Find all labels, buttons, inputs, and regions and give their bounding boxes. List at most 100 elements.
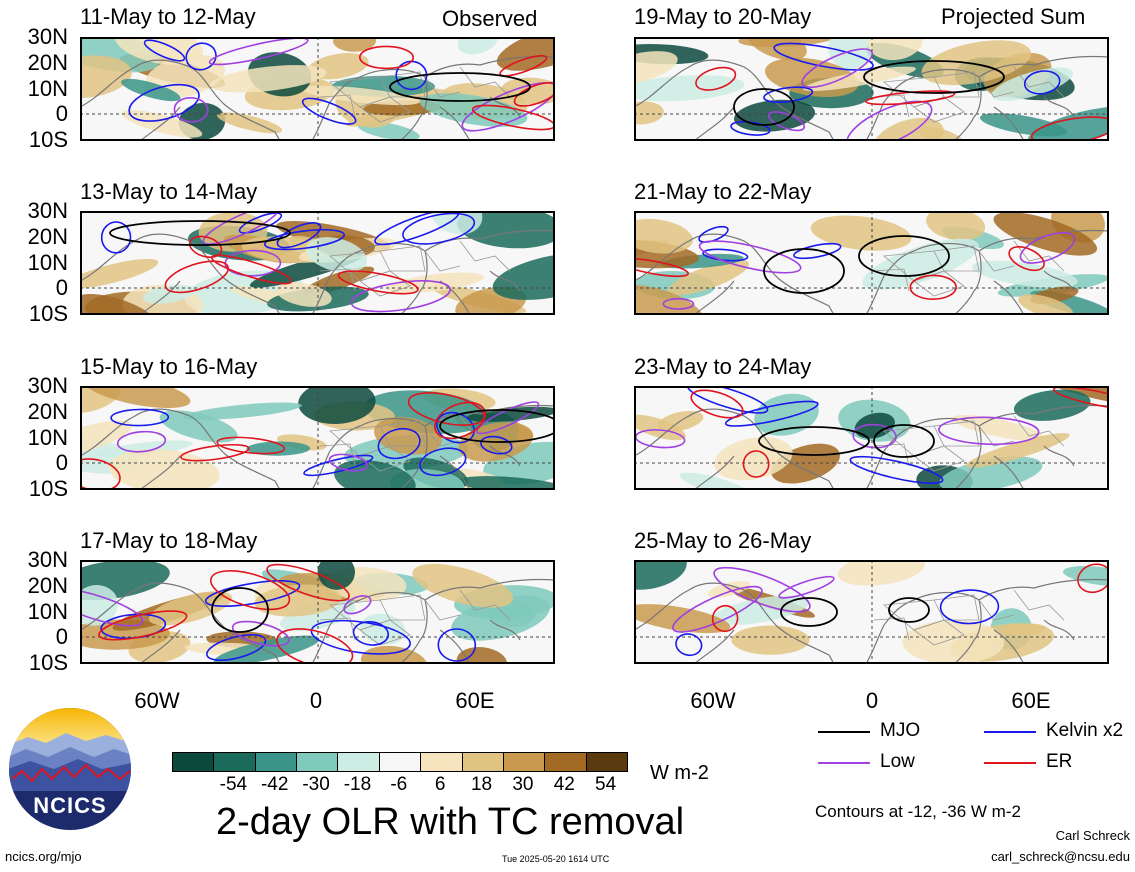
olr-anomaly-shading: [679, 472, 752, 490]
colorbar-swatch: [585, 752, 628, 772]
olr-anomaly-shading: [317, 560, 355, 590]
olr-anomaly-shading: [634, 51, 678, 86]
colorbar-swatch: [544, 752, 587, 772]
lat-label: 10N: [27, 599, 68, 624]
er-contour: [711, 604, 739, 633]
legend-line-low: [818, 762, 870, 764]
er-contour: [266, 563, 350, 602]
olr-anomaly-shading: [492, 253, 555, 300]
coastline: [439, 629, 471, 664]
olr-map-svg: [80, 211, 555, 315]
kelvin-contour: [263, 228, 346, 251]
lat-label: 0: [55, 275, 68, 300]
olr-anomaly-shading: [412, 563, 513, 608]
olr-map-svg: [80, 386, 555, 490]
kelvin-contour: [206, 634, 267, 661]
er-contour: [210, 254, 293, 285]
country-border: [424, 76, 461, 98]
low-contour: [343, 595, 372, 615]
lat-label: 20N: [27, 224, 68, 249]
coastline: [489, 619, 521, 641]
low-contour: [672, 585, 763, 633]
lat-label: 10N: [27, 425, 68, 450]
low-contour: [476, 401, 540, 435]
country-border: [459, 240, 511, 272]
country-border: [978, 425, 1015, 447]
country-border: [459, 589, 511, 621]
observed-label: Observed: [442, 6, 538, 31]
country-border: [873, 443, 910, 467]
olr-anomaly-shading: [114, 37, 204, 65]
olr-anomaly-shading: [972, 260, 1078, 288]
olr-anomaly-shading: [634, 414, 686, 441]
colorbar-tick-label: -18: [343, 774, 372, 795]
footer-link[interactable]: ncics.org/mjo: [5, 849, 82, 864]
lon-label-0: 0: [309, 688, 323, 713]
panel-title: 13-May to 14-May: [80, 179, 258, 204]
lat-label: 10N: [27, 250, 68, 275]
kelvin-contour: [480, 435, 513, 455]
coastline: [311, 68, 428, 141]
country-border: [913, 619, 965, 646]
er-contour: [742, 450, 770, 478]
low-contour: [698, 240, 802, 274]
olr-anomaly-shading: [951, 414, 1045, 441]
coastline: [1043, 270, 1075, 292]
mjo-contour: [733, 88, 795, 126]
coastline: [693, 106, 735, 141]
country-border: [379, 420, 426, 447]
low-contour: [208, 37, 309, 66]
country-border: [424, 250, 461, 272]
coastline: [693, 455, 735, 490]
low-contour: [173, 96, 209, 123]
legend-label-mjo: MJO: [880, 720, 921, 741]
olr-anomaly-shading: [276, 282, 332, 307]
mjo-contour: [858, 235, 950, 277]
country-border: [1013, 240, 1065, 272]
olr-map-panel: [634, 37, 1109, 141]
kelvin-contour: [301, 97, 357, 125]
country-border: [1013, 66, 1065, 98]
country-border: [933, 594, 980, 621]
colorbar-swatch: [502, 752, 546, 772]
kelvin-contour: [276, 222, 322, 249]
er-contour: [216, 436, 286, 455]
coastline: [489, 445, 521, 467]
lon-label-60e: 60E: [1011, 688, 1051, 713]
coastline: [865, 591, 982, 664]
coastline: [1043, 445, 1075, 467]
kelvin-contour: [730, 120, 771, 136]
coastline: [978, 229, 1109, 252]
lat-label: 30N: [27, 198, 68, 223]
kelvin-contour: [352, 621, 390, 646]
lat-label: 0: [55, 101, 68, 126]
lat-label: 10S: [28, 650, 68, 675]
olr-anomaly-shading: [457, 37, 499, 55]
panel-title: 11-May to 12-May: [80, 4, 256, 29]
colorbar-tick-label: 18: [470, 774, 493, 795]
low-contour: [202, 211, 280, 245]
coastline: [865, 242, 982, 315]
low-contour: [801, 48, 874, 88]
olr-anomaly-shading: [80, 55, 132, 99]
legend-line-er: [984, 762, 1036, 764]
olr-anomaly-shading: [802, 66, 916, 92]
er-contour: [513, 81, 555, 107]
olr-map-svg: [634, 37, 1109, 141]
colorbar-units: W m-2: [650, 762, 709, 784]
olr-map-panel: [80, 560, 555, 664]
olr-anomaly-shading: [84, 386, 191, 409]
low-contour: [767, 111, 805, 132]
country-border: [913, 270, 965, 297]
author-email[interactable]: carl_schreck@ncsu.edu: [991, 849, 1130, 864]
coastline: [993, 280, 1025, 315]
kelvin-contour: [419, 447, 467, 477]
er-contour: [690, 389, 744, 419]
olr-anomaly-shading: [1013, 389, 1091, 421]
colorbar-tick-label: 6: [434, 774, 446, 795]
country-border: [873, 268, 910, 292]
olr-anomaly-shading: [1027, 106, 1109, 141]
olr-anomaly-shading: [634, 604, 731, 634]
olr-anomaly-shading: [246, 441, 311, 456]
coastline: [634, 59, 835, 141]
